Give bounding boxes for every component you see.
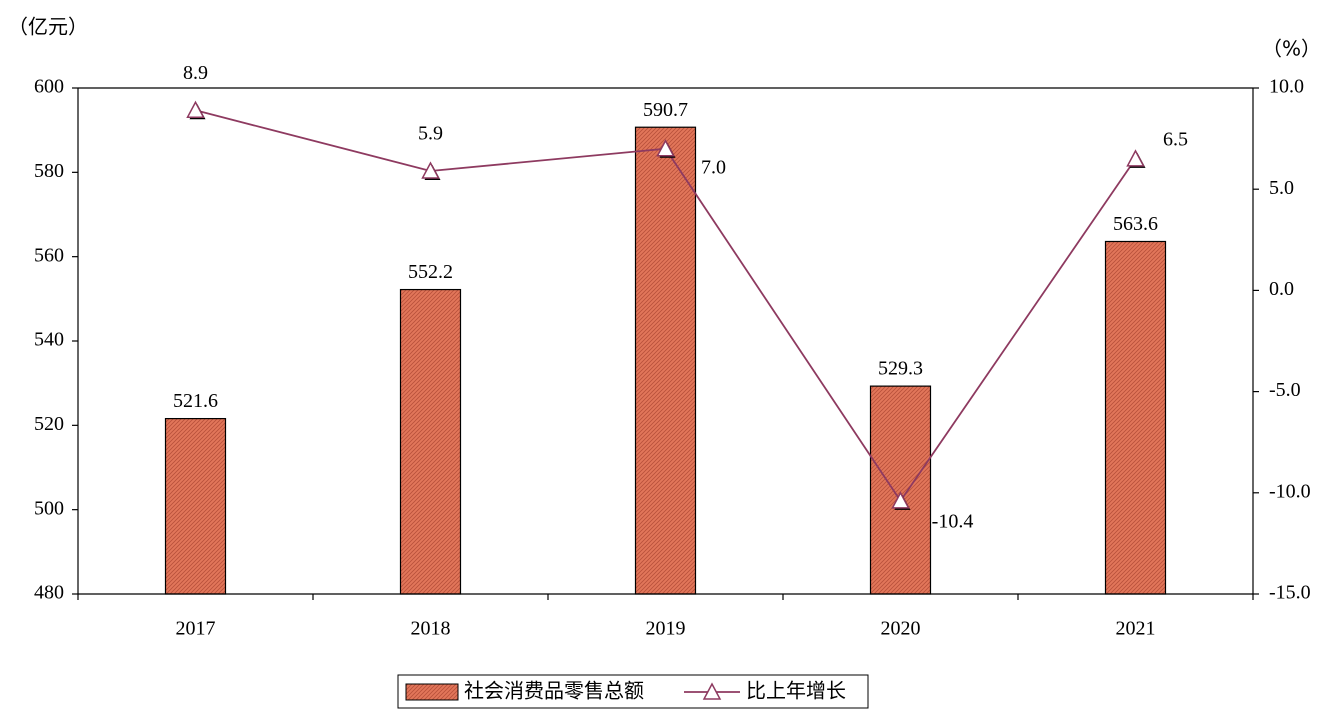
bar-value-label: 552.2 [408,261,453,283]
bar [869,385,932,595]
x-tick-label: 2017 [176,618,216,640]
bar-value-label: 563.6 [1113,213,1158,235]
bar [399,288,462,595]
y2-tick-label: 5.0 [1269,177,1294,199]
y-tick-label: 540 [34,329,64,351]
line-value-label: 8.9 [183,62,208,84]
bar-value-label: 590.7 [643,99,688,121]
y-tick-label: 580 [34,160,64,182]
marker [891,491,910,509]
x-tick-label: 2019 [646,618,686,640]
bar-value-label: 529.3 [878,358,923,380]
y-tick-label: 480 [34,582,64,604]
bar [164,417,227,595]
marker [186,100,205,119]
y2-tick-label: -15.0 [1269,582,1311,604]
bar [1104,240,1167,595]
y2-tick-label: 0.0 [1269,278,1294,300]
x-tick-label: 2018 [411,618,451,640]
y-axis-label: （亿元） [8,15,88,39]
legend-label: 比上年增长 [746,679,846,703]
y2-tick-label: 10.0 [1269,76,1304,98]
line-value-label: 6.5 [1163,128,1188,150]
y2-tick-label: -10.0 [1269,480,1311,502]
x-tick-label: 2021 [1116,618,1156,640]
legend-marker [702,682,722,700]
y-tick-label: 560 [34,244,64,266]
marker [421,161,440,179]
y2-tick-label: -5.0 [1269,379,1301,401]
legend-swatch [405,683,459,701]
y2-axis-label: （%） [1262,37,1321,61]
legend-label: 社会消费品零售总额 [464,679,644,703]
y-tick-label: 500 [34,497,64,519]
legend-box [397,674,869,709]
line-value-label: 5.9 [418,123,443,145]
line-value-label: -10.4 [932,510,974,532]
y-tick-label: 520 [34,413,64,435]
bar-value-label: 521.6 [173,390,218,412]
y-tick-label: 600 [34,76,64,98]
line-value-label: 7.0 [701,156,726,178]
bar [634,126,697,595]
marker [656,139,675,157]
x-tick-label: 2020 [881,618,921,640]
marker [1126,149,1145,167]
